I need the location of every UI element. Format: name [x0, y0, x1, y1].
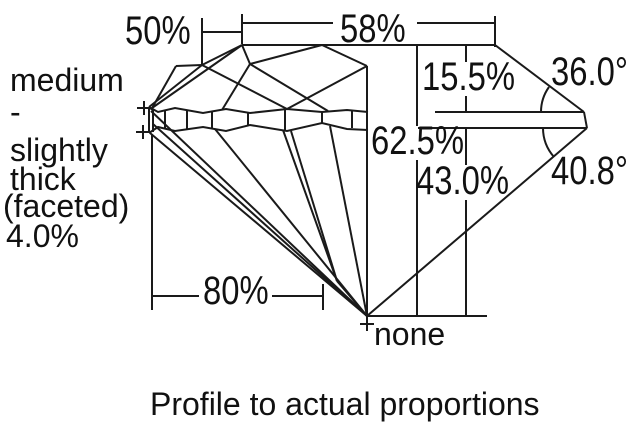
angle-arcs: [539, 86, 555, 158]
label-crown-height: 15.5%: [422, 55, 516, 99]
girdle-description-line: medium: [10, 62, 124, 98]
crown-angle-arc: [539, 86, 550, 113]
diamond-outline: [148, 44, 588, 317]
pavilion-facet-lines: [149, 110, 368, 317]
girdle-description-line: 4.0%: [6, 218, 79, 254]
label-star-length: 50%: [125, 9, 191, 53]
girdle-description-line: thick: [10, 161, 76, 197]
label-table-size: 58%: [340, 7, 406, 51]
crown-facet-lines: [148, 44, 368, 316]
diagram-caption: Profile to actual proportions: [150, 386, 540, 422]
label-crown-angle: 36.0°: [551, 50, 628, 94]
label-pavilion-depth: 43.0%: [416, 159, 510, 203]
label-pavilion-angle: 40.8°: [551, 149, 628, 193]
label-lower-girdle-length: 80%: [203, 269, 269, 313]
pavilion-angle-arc: [542, 127, 555, 158]
label-total-depth: 62.5%: [371, 119, 465, 163]
girdle-band: [148, 106, 369, 134]
dimension-lines: [136, 14, 587, 331]
girdle-description-line: slightly: [10, 132, 108, 168]
girdle-description-line: -: [10, 94, 21, 130]
girdle-description-line: (faceted): [3, 188, 130, 224]
label-culet-size: none: [374, 316, 446, 352]
